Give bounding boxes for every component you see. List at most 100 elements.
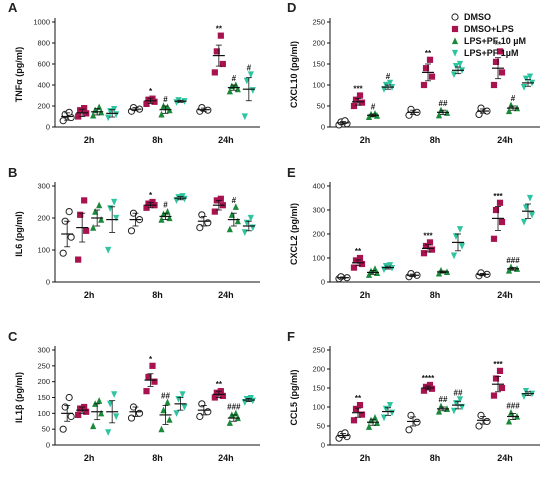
- group-lps-pf-10-um-2h: #: [366, 103, 380, 120]
- data-point: [366, 423, 372, 430]
- group-dmso-8h: [128, 104, 142, 114]
- data-point: [242, 229, 248, 236]
- legend-marker: [452, 37, 458, 44]
- x-category-label: 8h: [152, 290, 163, 300]
- significance-label: *: [149, 87, 153, 96]
- y-tick-label: 100: [37, 246, 50, 255]
- data-point: [212, 209, 218, 215]
- panel-c: C050100150200250300IL1β (pg/ml)2h 8h 24h*#…: [8, 329, 260, 463]
- group-lps-pf-1um-24h: [242, 215, 256, 236]
- x-category-label: 24h: [497, 290, 513, 300]
- panel-letter: E: [287, 165, 296, 180]
- panel-e: E0100200300400CXCL2 (pg/ml)2h 8h 24h******…: [287, 165, 540, 300]
- data-point: [158, 426, 164, 433]
- group-lps-pf-10-um-8h: [436, 267, 450, 277]
- panel-d: D050100150200250CXCL10 (pg/ml)2h 8h 24h***…: [287, 0, 540, 145]
- y-tick-label: 50: [317, 422, 325, 431]
- data-point: [506, 418, 512, 425]
- data-point: [351, 417, 357, 423]
- panel-letter: C: [8, 329, 18, 344]
- legend-label: DMSO+LPS: [464, 24, 514, 34]
- data-point: [484, 418, 490, 424]
- x-category-label: 24h: [218, 453, 234, 463]
- significance-label: ***: [493, 360, 503, 369]
- panel-f: F050100150200250CCL5 (pg/ml)2h 8h 24h*****…: [287, 329, 540, 463]
- data-point: [459, 243, 465, 250]
- significance-label: ###: [506, 402, 520, 411]
- group-lps-pf-1um-2h: [381, 262, 395, 273]
- group-dmso-lps-8h: *: [143, 191, 157, 211]
- y-tick-label: 100: [312, 403, 325, 412]
- data-point: [113, 413, 119, 420]
- group-lps-pf-1um-24h: [521, 74, 535, 91]
- data-point: [166, 214, 172, 221]
- significance-label: #: [511, 94, 516, 103]
- x-category-label: 24h: [497, 135, 513, 145]
- group-dmso-lps-2h: [75, 404, 89, 418]
- group-lps-pf-10-um-2h: [366, 265, 380, 278]
- legend-marker: [452, 26, 458, 32]
- x-category-label: 24h: [218, 290, 234, 300]
- y-axis-label: TNFα (pg/ml): [14, 47, 24, 103]
- group-dmso-lps-24h: ***: [491, 360, 505, 399]
- x-category-label: 8h: [430, 453, 441, 463]
- group-lps-pf-10-um-24h: ###: [506, 256, 520, 273]
- group-lps-pf-10-um-24h: #: [227, 74, 241, 94]
- group-lps-pf-1um-2h: [381, 402, 395, 421]
- data-point: [166, 416, 172, 423]
- y-tick-label: 50: [42, 425, 50, 434]
- data-point: [90, 224, 96, 231]
- group-lps-pf-1um-8h: [173, 391, 187, 417]
- significance-label: #: [163, 95, 168, 104]
- group-dmso-lps-8h: ****: [421, 374, 435, 394]
- data-point: [429, 74, 435, 80]
- group-dmso-lps-24h: ***: [491, 192, 505, 242]
- y-tick-label: 400: [37, 81, 50, 90]
- data-point: [527, 195, 533, 202]
- y-tick-label: 0: [46, 123, 50, 132]
- data-point: [113, 215, 119, 222]
- group-dmso-2h: [336, 274, 350, 282]
- data-point: [111, 199, 117, 206]
- group-dmso-24h: [197, 104, 211, 114]
- group-dmso-24h: [476, 270, 490, 279]
- x-category-label: 24h: [218, 135, 234, 145]
- y-tick-label: 150: [312, 60, 325, 69]
- data-point: [351, 103, 357, 109]
- x-category-label: 8h: [430, 135, 441, 145]
- group-lps-pf-1um-8h: [451, 61, 465, 78]
- data-point: [197, 413, 203, 419]
- data-point: [75, 412, 81, 418]
- data-point: [68, 234, 74, 240]
- group-dmso-lps-8h: ***: [421, 231, 435, 256]
- x-category-label: 2h: [360, 290, 371, 300]
- data-point: [406, 112, 412, 118]
- group-lps-pf-1um-2h: [105, 199, 119, 254]
- group-lps-pf-1um-24h: #: [242, 64, 256, 121]
- data-point: [421, 82, 427, 88]
- y-tick-label: 400: [312, 182, 325, 191]
- x-category-label: 8h: [430, 290, 441, 300]
- data-point: [197, 225, 203, 231]
- group-dmso-2h: [336, 118, 350, 128]
- significance-label: **: [355, 394, 362, 403]
- legend-label: LPS+PF 1µM: [464, 48, 518, 58]
- data-point: [227, 226, 233, 233]
- significance-label: ***: [423, 231, 433, 240]
- data-point: [227, 419, 233, 426]
- group-dmso-lps-8h: *: [143, 355, 157, 394]
- legend-item-lps-pf-1um: LPS+PF 1µM: [452, 48, 519, 58]
- group-dmso-lps-24h: [212, 196, 226, 215]
- y-tick-label: 200: [312, 39, 325, 48]
- group-lps-pf-10-um-24h: ###: [227, 402, 241, 426]
- group-dmso-lps-24h: **: [212, 25, 226, 76]
- significance-label: #: [232, 196, 237, 205]
- data-point: [128, 228, 134, 234]
- data-point: [83, 228, 89, 234]
- significance-label: ###: [506, 256, 520, 265]
- data-point: [66, 394, 72, 400]
- group-lps-pf-1um-24h: [242, 395, 256, 406]
- data-point: [90, 422, 96, 429]
- data-point: [451, 253, 457, 260]
